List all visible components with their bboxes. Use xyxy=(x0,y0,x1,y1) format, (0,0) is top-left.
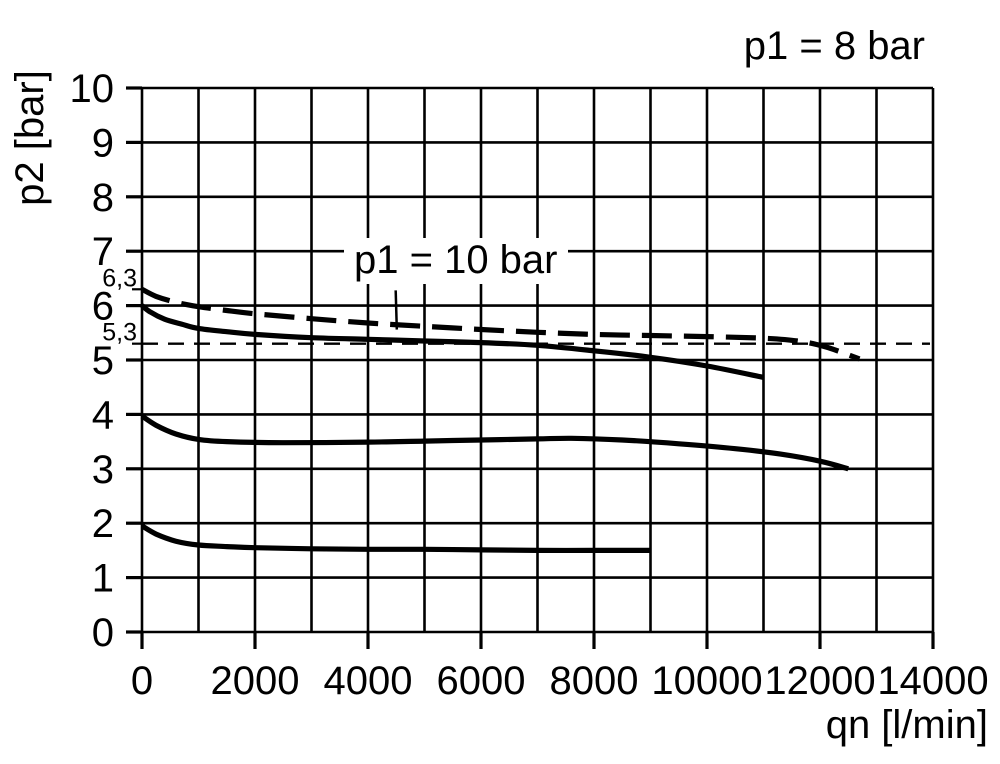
x-tick-label: 0 xyxy=(131,659,153,703)
y-tick-label: 6 xyxy=(92,285,114,329)
y-subtick-label: 5,3 xyxy=(102,319,137,347)
x-tick-label: 10000 xyxy=(651,659,762,703)
y-tick-label: 4 xyxy=(92,393,114,437)
x-tick-label: 6000 xyxy=(437,659,526,703)
y-tick-label: 8 xyxy=(92,176,114,220)
x-tick-label: 14000 xyxy=(877,659,988,703)
curve-0-p1-10-bar xyxy=(140,286,861,362)
x-tick-label: 8000 xyxy=(550,659,639,703)
curve-1-p1-8-bar xyxy=(140,303,765,380)
x-axis-title: qn [l/min] xyxy=(825,703,988,747)
y-tick-label: 1 xyxy=(92,557,114,601)
y-subtick-label: 6,3 xyxy=(102,264,137,292)
y-tick-label: 3 xyxy=(92,448,114,492)
y-axis-title: p2 [bar] xyxy=(8,70,52,206)
annotation-p1-10-bar: p1 = 10 bar xyxy=(344,238,568,284)
y-tick-label: 0 xyxy=(92,611,114,655)
y-tick-label: 5 xyxy=(92,339,114,383)
x-tick-label: 2000 xyxy=(211,659,300,703)
y-tick-label: 10 xyxy=(70,67,115,111)
y-tick-label: 9 xyxy=(92,121,114,165)
curve-2-mid-setting-curve xyxy=(140,413,849,472)
x-tick-label: 12000 xyxy=(764,659,875,703)
y-tick-label: 2 xyxy=(92,502,114,546)
curve-3-low-setting-curve xyxy=(140,523,651,554)
x-tick-label: 4000 xyxy=(324,659,413,703)
y-tick-label: 7 xyxy=(92,230,114,274)
annotation-p1-8-bar: p1 = 8 bar xyxy=(743,24,925,68)
